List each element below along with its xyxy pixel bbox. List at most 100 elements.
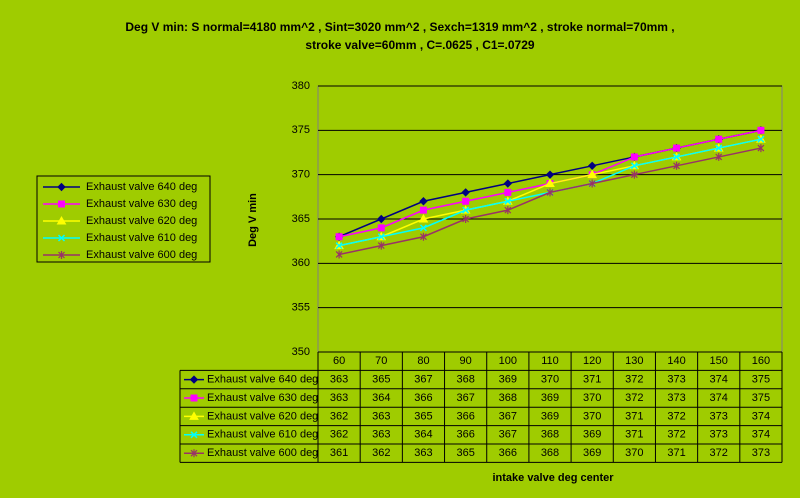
x-tick-label: 130 [625, 355, 643, 367]
table-cell: 364 [414, 429, 432, 441]
table-cell: 369 [541, 392, 559, 404]
table-cell: 374 [710, 392, 728, 404]
y-tick-label: 365 [292, 213, 310, 225]
table-cell: 371 [667, 447, 685, 459]
table-cell: 373 [667, 392, 685, 404]
table-cell: 368 [499, 392, 517, 404]
table-row-label: Exhaust valve 630 deg [207, 392, 318, 404]
marker [757, 144, 765, 153]
marker [673, 144, 681, 152]
legend [36, 175, 211, 263]
table-row-label: Exhaust valve 640 deg [207, 374, 318, 386]
chart-title: Deg V min: S normal=4180 mm^2 , Sint=302… [125, 20, 674, 34]
y-tick-label: 360 [292, 257, 310, 269]
y-tick-label: 370 [292, 169, 310, 181]
table-cell: 372 [667, 429, 685, 441]
table-row-label: Exhaust valve 620 deg [207, 410, 318, 422]
table-cell: 369 [583, 429, 601, 441]
table-cell: 365 [456, 447, 474, 459]
y-tick-label: 355 [292, 302, 310, 314]
x-tick-label: 150 [710, 355, 728, 367]
table-cell: 361 [330, 447, 348, 459]
table-cell: 371 [583, 374, 601, 386]
marker [545, 170, 555, 179]
table-cell: 366 [456, 410, 474, 422]
table-cell: 371 [625, 410, 643, 422]
marker [335, 233, 343, 241]
y-tick-label: 375 [292, 124, 310, 136]
table-cell: 366 [414, 392, 432, 404]
marker [545, 178, 555, 188]
table-cell: 373 [667, 374, 685, 386]
marker [504, 206, 512, 215]
x-tick-label: 70 [375, 355, 387, 367]
table-cell: 363 [330, 374, 348, 386]
marker [419, 206, 427, 214]
table-cell: 363 [372, 410, 390, 422]
table-cell: 367 [456, 392, 474, 404]
marker [377, 241, 385, 250]
table-cell: 375 [752, 392, 770, 404]
marker [587, 169, 598, 179]
table-cell: 370 [625, 447, 643, 459]
table-cell: 368 [541, 429, 559, 441]
marker [377, 233, 385, 241]
table-cell: 373 [752, 447, 770, 459]
table-cell: 373 [710, 429, 728, 441]
table-cell: 362 [330, 429, 348, 441]
table-cell: 366 [499, 447, 517, 459]
marker [189, 375, 199, 384]
marker [190, 394, 198, 402]
table-cell: 372 [710, 447, 728, 459]
x-axis-label: intake valve deg center [492, 472, 614, 484]
table-cell: 368 [456, 374, 474, 386]
legend-label: Exhaust valve 620 deg [86, 215, 197, 227]
marker [630, 170, 638, 179]
marker [715, 152, 723, 161]
table-cell: 374 [752, 429, 770, 441]
marker [587, 161, 597, 171]
marker [58, 251, 65, 259]
table-cell: 372 [667, 410, 685, 422]
table-cell: 367 [499, 429, 517, 441]
table-cell: 362 [330, 410, 348, 422]
marker [715, 135, 723, 143]
x-tick-label: 110 [541, 355, 559, 367]
legend-label: Exhaust valve 610 deg [86, 232, 197, 244]
marker [715, 144, 723, 152]
marker [419, 197, 428, 206]
table-cell: 362 [372, 447, 390, 459]
marker [630, 153, 638, 161]
table-cell: 370 [541, 374, 559, 386]
marker [461, 188, 470, 197]
table-cell: 372 [625, 374, 643, 386]
table-row-label: Exhaust valve 610 deg [207, 429, 318, 441]
table-cell: 366 [456, 429, 474, 441]
y-tick-label: 350 [292, 346, 310, 358]
marker [462, 215, 470, 223]
marker [190, 431, 198, 439]
table-cell: 372 [625, 392, 643, 404]
table-cell: 364 [372, 392, 390, 404]
table-row-label: Exhaust valve 600 deg [207, 447, 318, 459]
marker [462, 197, 470, 205]
marker [335, 250, 343, 259]
marker [630, 162, 638, 170]
x-tick-label: 90 [460, 355, 472, 367]
marker [377, 214, 386, 224]
table-cell: 369 [583, 447, 601, 459]
x-tick-label: 140 [667, 355, 685, 367]
marker [503, 179, 513, 188]
marker [189, 411, 199, 420]
marker [504, 188, 512, 196]
legend-label: Exhaust valve 600 deg [86, 249, 197, 261]
legend-label: Exhaust valve 640 deg [86, 181, 197, 193]
x-tick-label: 160 [752, 355, 770, 367]
table-cell: 363 [414, 447, 432, 459]
marker [462, 206, 470, 214]
table-cell: 375 [752, 374, 770, 386]
x-tick-label: 120 [583, 355, 601, 367]
marker [546, 188, 554, 197]
x-tick-label: 60 [333, 355, 345, 367]
